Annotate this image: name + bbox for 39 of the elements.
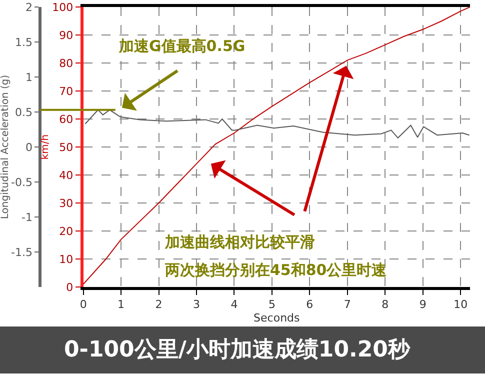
x-tick-label: 4 [230, 298, 238, 312]
line-series [84, 109, 470, 138]
x-tick-label: 5 [268, 298, 276, 312]
y2-tick-label: -1.5 [11, 246, 32, 259]
text: 0-100公里/小时加速成绩10.20秒 [64, 338, 411, 362]
y2-tick-label: 0.5 [14, 106, 32, 119]
y-tick-label: 80 [59, 56, 74, 70]
y-tick-label: 40 [59, 168, 74, 182]
annotation: 两次换挡分别在45和80公里时速 [164, 261, 388, 279]
x-tick-label: 3 [192, 298, 200, 312]
y-tick-label: 0 [66, 280, 74, 294]
y2-tick-label: 0 [25, 140, 32, 154]
line-series [83, 7, 470, 285]
y-tick-label: 60 [59, 112, 74, 126]
y2-tick-label: -0.5 [11, 176, 32, 189]
x-tick-label: 8 [382, 298, 389, 312]
x-tick-label: 7 [344, 298, 351, 312]
y-tick-label: 90 [59, 28, 74, 42]
x-tick-label: 2 [155, 298, 162, 312]
y2-tick-label: 1 [25, 70, 32, 84]
x-tick-label: 1 [118, 298, 125, 312]
y-tick-label: 100 [52, 0, 74, 14]
y-tick-label: 50 [59, 140, 74, 154]
y2-axis-title: Longitudinal Acceleration (g) [0, 74, 11, 220]
x-axis-title: Seconds [254, 311, 300, 324]
x-tick-label: 0 [80, 298, 87, 312]
y-tick-label: 70 [59, 84, 74, 98]
y-tick-label: 10 [59, 252, 74, 266]
y-tick-label: 20 [59, 224, 74, 238]
x-tick-label: 10 [454, 298, 468, 312]
annotation: 加速G值最高0.5G [118, 37, 246, 55]
y2-tick-label: -1 [22, 210, 32, 224]
y-axis-title: km/h [40, 134, 52, 160]
y-tick-label: 30 [59, 196, 74, 210]
x-tick-label: 9 [419, 298, 426, 312]
x-tick-label: 6 [306, 298, 314, 312]
annotation: 加速曲线相对比较平滑 [164, 233, 315, 251]
y2-tick-label: 1.5 [14, 36, 32, 49]
y2-tick-label: 2 [25, 0, 32, 14]
